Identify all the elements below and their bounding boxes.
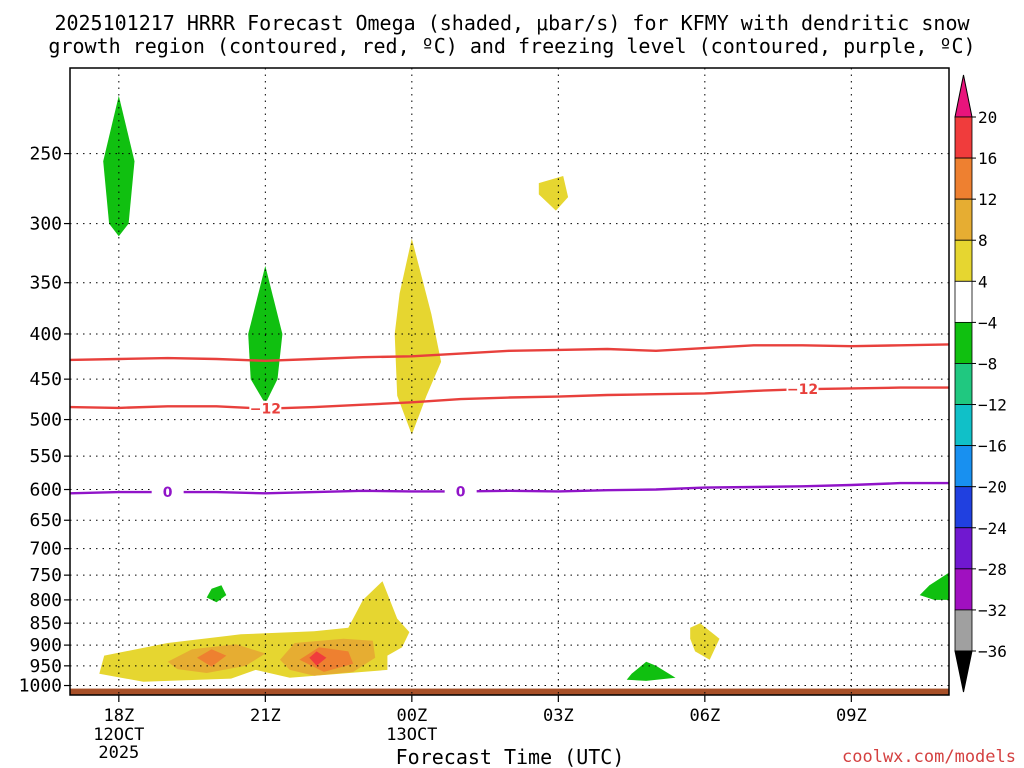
colorbar-bottom-arrow xyxy=(954,650,973,693)
colorbar-swatch-10 xyxy=(954,486,973,529)
y-tick-label-600: 600 xyxy=(29,480,62,501)
y-tick-label-350: 350 xyxy=(29,273,62,294)
contour-label-bg--12b xyxy=(786,381,819,398)
colorbar: 20 16 12 8 4 −4 −8 −12 −16 −20 −24 −28 −32 −36 xyxy=(954,74,1007,693)
colorbar-label-11: −28 xyxy=(978,560,1007,579)
contour-label--12b: −12 xyxy=(250,402,281,418)
omega-region-3 xyxy=(394,238,442,435)
omega-region-6 xyxy=(919,572,949,600)
y-tick-label-250: 250 xyxy=(29,144,62,165)
colorbar-swatch-9 xyxy=(954,445,973,488)
omega-region-4 xyxy=(538,176,569,211)
grid-lines xyxy=(70,68,949,695)
colorbar-swatch-7 xyxy=(954,363,973,405)
omega-region-8 xyxy=(626,661,676,681)
watermark: coolwx.com/models xyxy=(842,747,1016,767)
chart-title-line1: 2025101217 HRRR Forecast Omega (shaded, … xyxy=(54,11,970,35)
contour-label-0: 0 xyxy=(163,485,173,501)
colorbar-swatch-4 xyxy=(954,239,973,282)
x-tick-label-06Z: 06Z xyxy=(689,706,720,726)
omega-region-5 xyxy=(206,585,227,603)
chart-title-line2: growth region (contoured, red, ºC) and f… xyxy=(48,34,975,58)
omega-region-14 xyxy=(309,651,327,666)
colorbar-label-3: 8 xyxy=(978,231,988,250)
colorbar-swatch-8 xyxy=(954,404,973,447)
omega-region-12 xyxy=(197,649,227,667)
contour-label-bg-0 xyxy=(151,484,184,501)
y-tick-label-550: 550 xyxy=(29,446,62,467)
omega-shading xyxy=(99,95,949,682)
colorbar-swatch-2 xyxy=(954,157,973,200)
contour-label--12b: −12 xyxy=(787,382,818,398)
colorbar-label-13: −36 xyxy=(978,642,1007,661)
y-tick-label-1000: 1000 xyxy=(19,676,62,697)
terrain-fill xyxy=(70,688,949,695)
colorbar-label-7: −12 xyxy=(978,396,1007,415)
omega-region-13 xyxy=(299,647,354,672)
y-tick-label-400: 400 xyxy=(29,324,62,345)
y-axis: 2503003504004505005506006507007508008509… xyxy=(19,144,70,697)
y-tick-label-800: 800 xyxy=(29,590,62,611)
y-tick-label-950: 950 xyxy=(29,656,62,677)
x-tick-sublabel-18Z-1: 2025 xyxy=(98,743,139,763)
colorbar-swatch-3 xyxy=(954,198,973,241)
colorbar-label-5: −4 xyxy=(978,313,997,332)
colorbar-swatch-5 xyxy=(954,280,973,323)
colorbar-top-arrow xyxy=(954,74,973,118)
y-tick-label-500: 500 xyxy=(29,410,62,431)
x-axis-label: Forecast Time (UTC) xyxy=(396,745,625,768)
colorbar-label-9: −20 xyxy=(978,478,1007,497)
contour-lines: −12 −12 0 0 xyxy=(69,343,950,501)
colorbar-label-1: 16 xyxy=(978,149,997,168)
colorbar-swatch-13 xyxy=(954,609,973,652)
y-tick-label-850: 850 xyxy=(29,613,62,634)
colorbar-label-4: 4 xyxy=(978,272,988,291)
y-tick-label-300: 300 xyxy=(29,214,62,235)
colorbar-label-6: −8 xyxy=(978,354,997,373)
y-tick-label-650: 650 xyxy=(29,510,62,531)
colorbar-label-8: −16 xyxy=(978,437,1007,456)
colorbar-swatch-1 xyxy=(954,116,973,159)
colorbar-label-2: 12 xyxy=(978,190,997,209)
x-tick-sublabel-18Z-0: 12OCT xyxy=(93,725,144,745)
x-tick-label-00Z: 00Z xyxy=(396,706,427,726)
x-tick-sublabel-00Z-0: 13OCT xyxy=(386,725,437,745)
colorbar-swatch-11 xyxy=(954,527,973,570)
y-tick-label-700: 700 xyxy=(29,539,62,560)
y-tick-label-900: 900 xyxy=(29,635,62,656)
contour--12 xyxy=(69,343,950,363)
contour-label-0: 0 xyxy=(456,484,466,500)
colorbar-label-0: 20 xyxy=(978,108,997,127)
contour-label-bg--12b xyxy=(249,400,282,417)
contour-0 xyxy=(69,481,949,495)
colorbar-swatch-6 xyxy=(954,321,973,364)
x-tick-label-18Z: 18Z xyxy=(103,706,134,726)
colorbar-swatch-12 xyxy=(954,568,973,611)
plot-area: −12 −12 0 0 xyxy=(69,67,950,696)
x-tick-label-03Z: 03Z xyxy=(543,706,574,726)
x-tick-label-21Z: 21Z xyxy=(250,706,281,726)
y-tick-label-750: 750 xyxy=(29,565,62,586)
terrain-band xyxy=(70,688,949,695)
contour-label-bg-0 xyxy=(444,483,477,500)
colorbar-label-10: −24 xyxy=(978,519,1007,538)
colorbar-label-12: −32 xyxy=(978,601,1007,620)
y-tick-label-450: 450 xyxy=(29,369,62,390)
x-tick-label-09Z: 09Z xyxy=(836,706,867,726)
